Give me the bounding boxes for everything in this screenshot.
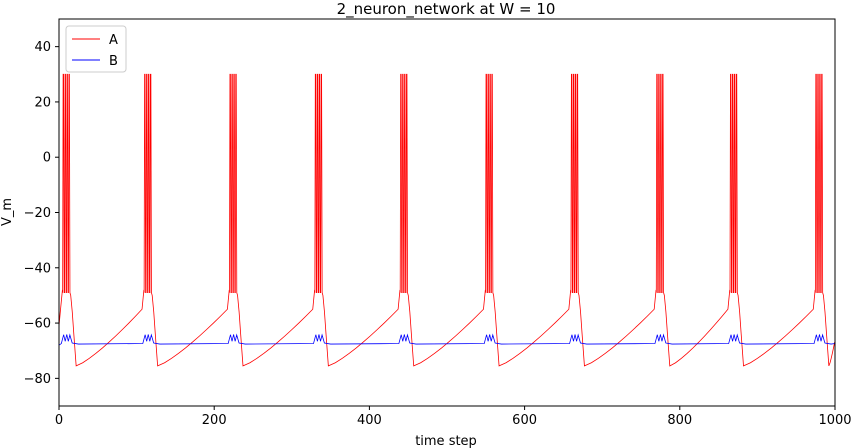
plot-background — [59, 19, 835, 406]
series-line-b — [59, 333, 835, 346]
legend-label-b: B — [109, 54, 118, 69]
x-tick-label: 400 — [357, 413, 382, 428]
x-tick-label: 800 — [667, 413, 692, 428]
series-layer — [59, 73, 835, 367]
legend: AB — [65, 25, 127, 73]
axes-layer: 0 200 400 600 800 1000 −80 −60 −40 −20 0 20 40 — [24, 18, 851, 428]
series-line-a — [59, 73, 835, 367]
x-axis-label: time step — [415, 434, 477, 448]
x-tick-label: 0 — [55, 413, 63, 428]
plot-area — [59, 19, 835, 406]
x-tick-label: 200 — [202, 413, 227, 428]
y-tick-label: 40 — [34, 40, 51, 55]
y-tick-label: −60 — [24, 317, 51, 332]
x-tick-label: 1000 — [818, 413, 851, 428]
y-axis-label: V_m — [0, 198, 15, 226]
chart-title: 2_neuron_network at W = 10 — [337, 0, 556, 19]
legend-label-a: A — [109, 33, 118, 48]
y-tick-label: 20 — [34, 95, 51, 110]
x-tick-label: 600 — [512, 413, 537, 428]
y-tick-label: −80 — [24, 372, 51, 387]
y-tick-label: 0 — [43, 151, 51, 166]
y-tick-label: −40 — [24, 261, 51, 276]
y-tick-label: −20 — [24, 206, 51, 221]
